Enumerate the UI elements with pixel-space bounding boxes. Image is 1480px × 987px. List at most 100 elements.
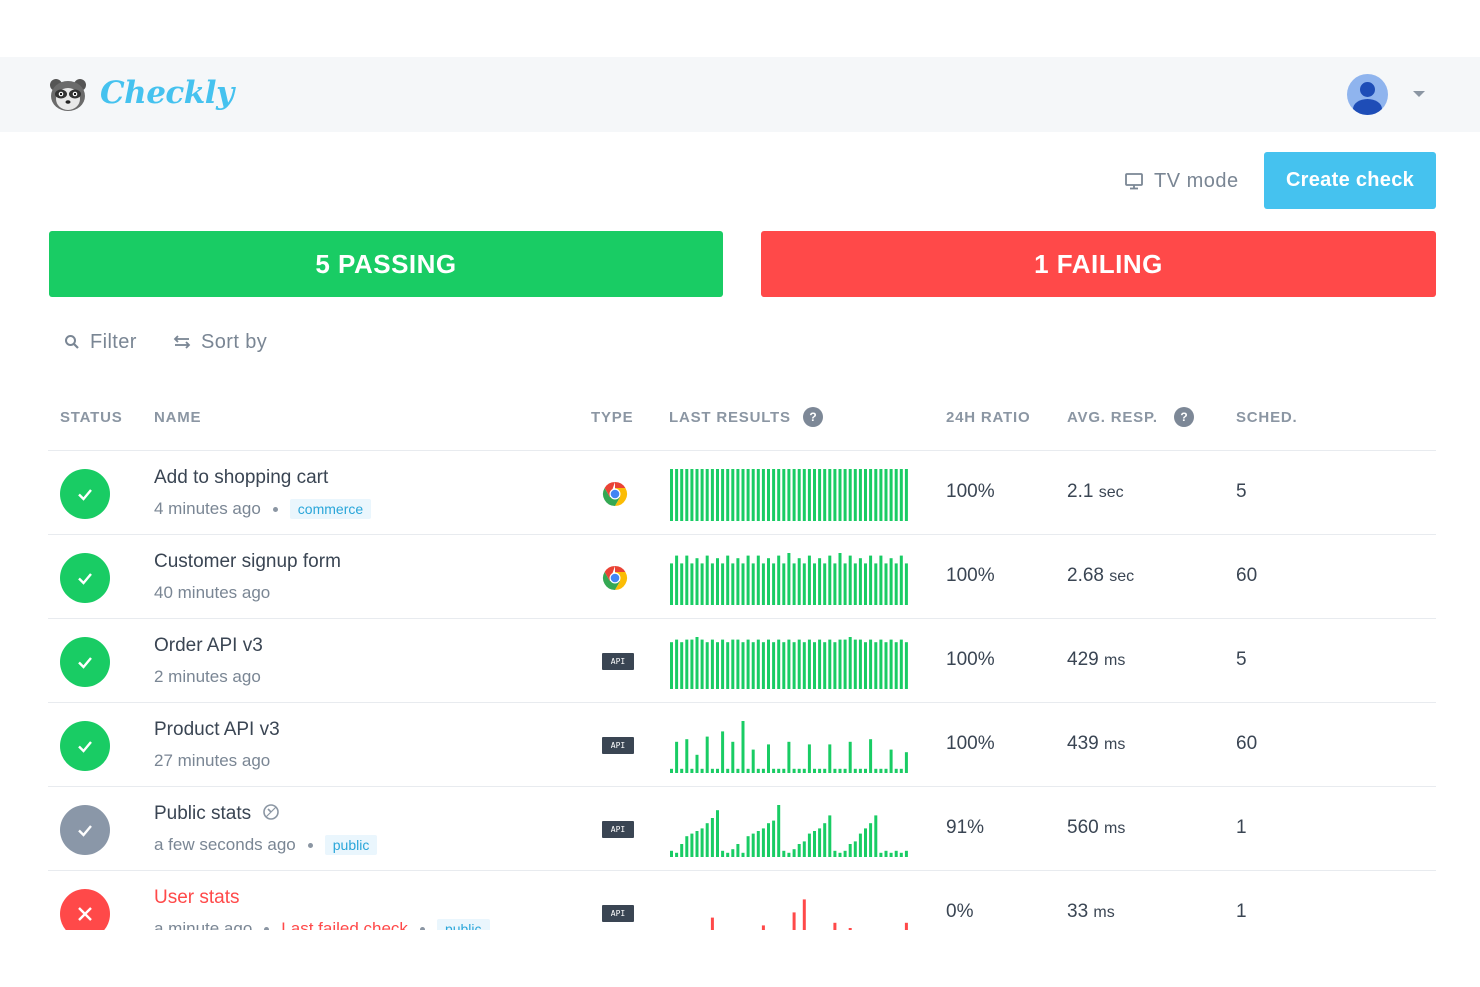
result-bar[interactable] [741,563,745,605]
result-bar[interactable] [670,642,673,689]
result-bar[interactable] [848,469,852,521]
result-bar[interactable] [889,639,893,689]
result-bar[interactable] [761,642,765,689]
result-bar[interactable] [894,768,898,773]
result-bar[interactable] [721,731,725,773]
result-bar[interactable] [797,768,801,773]
result-bar[interactable] [797,558,801,605]
result-bar[interactable] [904,469,908,521]
failing-summary-bar[interactable]: 1 FAILING [761,231,1436,297]
result-bar[interactable] [879,639,883,689]
result-bar[interactable] [741,469,745,521]
result-bar[interactable] [767,639,770,689]
result-bar[interactable] [869,739,873,773]
column-header-24h-ratio[interactable]: 24H RATIO [946,409,1031,426]
result-bar[interactable] [741,721,745,773]
result-bar[interactable] [716,768,719,773]
result-bar[interactable] [777,639,781,689]
result-bar[interactable] [736,844,740,857]
result-bar[interactable] [792,469,796,521]
result-bar[interactable] [690,563,694,605]
result-bar[interactable] [710,469,714,521]
result-bar[interactable] [879,852,883,857]
result-bar[interactable] [782,469,786,521]
result-bar[interactable] [858,558,862,605]
result-bar[interactable] [695,469,699,521]
tv-mode-button[interactable]: TV mode [1124,167,1239,195]
result-bar[interactable] [777,469,781,521]
result-bar[interactable] [726,642,730,689]
result-bar[interactable] [833,850,837,857]
result-bar[interactable] [710,639,714,689]
result-bar[interactable] [700,563,704,605]
result-bar[interactable] [874,768,878,773]
result-bar[interactable] [828,744,832,773]
result-bar[interactable] [731,639,735,689]
result-bar[interactable] [685,739,689,773]
check-name[interactable]: Add to shopping cart [154,467,329,488]
result-bar[interactable] [874,642,878,689]
result-bar[interactable] [761,768,765,773]
result-bar[interactable] [823,823,827,857]
result-bar[interactable] [726,852,730,857]
result-bar[interactable] [787,741,791,773]
result-bar[interactable] [802,469,806,521]
result-bar[interactable] [675,555,679,605]
result-bar[interactable] [756,831,760,857]
result-bar[interactable] [680,563,684,605]
result-bar[interactable] [853,469,857,521]
result-bar[interactable] [787,469,791,521]
result-bar[interactable] [843,850,847,857]
result-bar[interactable] [838,639,842,689]
result-bar[interactable] [670,768,673,773]
column-header-sched[interactable]: SCHED. [1236,409,1298,426]
result-bar[interactable] [731,741,735,773]
result-bar[interactable] [675,639,679,689]
result-bar[interactable] [853,841,857,857]
result-bar[interactable] [884,642,888,689]
result-bar[interactable] [695,754,699,773]
chevron-down-icon[interactable] [1413,91,1425,97]
result-bar[interactable] [751,642,755,689]
result-bar[interactable] [904,752,908,773]
result-bar[interactable] [751,563,755,605]
result-bar[interactable] [751,749,755,773]
result-bar[interactable] [726,555,730,605]
result-bar[interactable] [777,768,781,773]
result-bar[interactable] [680,469,684,521]
result-bar[interactable] [710,917,714,930]
result-bar[interactable] [818,558,822,605]
result-bar[interactable] [710,818,714,857]
column-header-status[interactable]: STATUS [60,409,123,426]
result-bar[interactable] [675,852,679,857]
result-bar[interactable] [756,555,760,605]
result-bar[interactable] [767,744,770,773]
result-bar[interactable] [864,828,867,857]
sort-by-button[interactable]: Sort by [173,328,267,356]
result-bar[interactable] [767,823,770,857]
check-name[interactable]: Order API v3 [154,635,263,656]
result-bar[interactable] [899,555,903,605]
result-bar[interactable] [858,469,862,521]
table-row[interactable]: Product API v3 27 minutes ago API 100% 4… [48,702,1436,787]
create-check-button[interactable]: Create check [1264,152,1436,209]
result-bar[interactable] [823,642,827,689]
result-bar[interactable] [904,642,908,689]
result-bar[interactable] [848,555,852,605]
result-bar[interactable] [843,639,847,689]
table-row[interactable]: Order API v3 2 minutes ago API 100% 429 … [48,618,1436,703]
result-bar[interactable] [904,563,908,605]
result-bar[interactable] [782,642,786,689]
result-bar[interactable] [838,852,842,857]
result-bar[interactable] [700,828,704,857]
check-name[interactable]: User stats [154,887,240,908]
result-bar[interactable] [884,563,888,605]
user-avatar-icon[interactable] [1347,74,1388,115]
avg-resp-help-icon[interactable]: ? [1174,407,1194,427]
result-bar[interactable] [864,563,867,605]
result-bar[interactable] [741,852,745,857]
result-bar[interactable] [802,642,806,689]
result-bar[interactable] [833,563,837,605]
result-bar[interactable] [787,553,791,605]
result-bar[interactable] [721,469,725,521]
